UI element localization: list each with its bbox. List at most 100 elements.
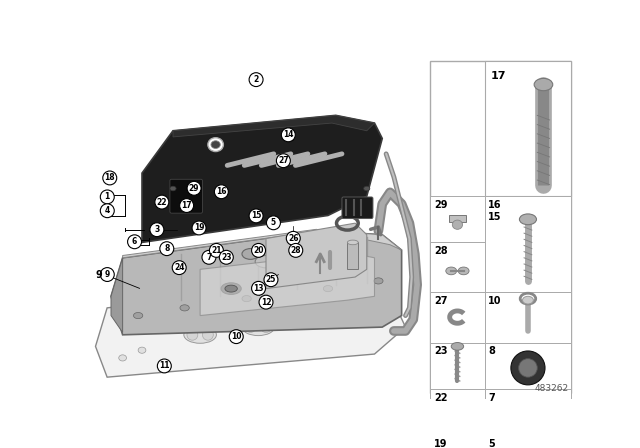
Ellipse shape [242, 319, 275, 336]
Text: 8: 8 [488, 346, 495, 356]
Ellipse shape [255, 255, 277, 268]
Circle shape [276, 154, 291, 168]
Ellipse shape [451, 440, 465, 448]
Ellipse shape [170, 186, 176, 191]
Polygon shape [111, 258, 123, 332]
Ellipse shape [184, 326, 216, 343]
Ellipse shape [208, 138, 223, 151]
Circle shape [259, 295, 273, 309]
Text: 12: 12 [260, 297, 271, 306]
Circle shape [209, 243, 223, 257]
Circle shape [518, 359, 537, 377]
Circle shape [100, 267, 115, 281]
Text: 7: 7 [206, 253, 212, 262]
Ellipse shape [363, 305, 371, 311]
Bar [484, 61, 572, 196]
Circle shape [202, 250, 216, 264]
FancyBboxPatch shape [440, 404, 476, 426]
Ellipse shape [180, 305, 189, 311]
Text: 15: 15 [251, 211, 261, 220]
Text: 3: 3 [154, 225, 159, 234]
Text: 17: 17 [181, 201, 192, 210]
Circle shape [172, 261, 186, 275]
Bar [430, 293, 484, 343]
Ellipse shape [371, 313, 378, 319]
Text: 21: 21 [211, 246, 221, 255]
Polygon shape [142, 116, 382, 242]
Bar [430, 435, 484, 448]
Bar [484, 435, 572, 448]
Circle shape [150, 223, 164, 237]
Circle shape [252, 243, 266, 257]
Text: 2: 2 [253, 75, 259, 84]
Text: 6: 6 [132, 237, 137, 246]
Ellipse shape [260, 322, 271, 332]
Text: 16: 16 [216, 187, 227, 196]
Circle shape [252, 281, 266, 295]
Circle shape [180, 198, 194, 212]
Ellipse shape [221, 283, 241, 294]
Bar [269, 252, 275, 266]
Text: 5: 5 [488, 439, 495, 448]
Ellipse shape [323, 285, 333, 292]
Ellipse shape [138, 347, 146, 353]
Polygon shape [266, 223, 367, 289]
Ellipse shape [348, 240, 358, 245]
Ellipse shape [202, 329, 213, 340]
Ellipse shape [458, 267, 469, 275]
Bar [484, 293, 572, 343]
Text: 17: 17 [491, 71, 506, 81]
Text: 24: 24 [174, 263, 184, 272]
FancyBboxPatch shape [342, 197, 373, 219]
Text: 16
15: 16 15 [488, 200, 502, 222]
Circle shape [286, 231, 300, 245]
Text: 26: 26 [288, 234, 298, 243]
Bar [301, 252, 308, 266]
Text: 8: 8 [164, 244, 170, 253]
Text: 20: 20 [253, 246, 264, 255]
Text: 19: 19 [194, 224, 204, 233]
Polygon shape [449, 215, 466, 222]
Circle shape [157, 359, 172, 373]
Circle shape [220, 250, 234, 264]
Text: 27: 27 [278, 156, 289, 165]
Bar [484, 343, 572, 389]
Circle shape [100, 190, 115, 204]
Circle shape [103, 171, 116, 185]
Ellipse shape [134, 313, 143, 319]
Circle shape [214, 185, 228, 198]
Text: 9: 9 [105, 270, 110, 279]
Circle shape [229, 330, 243, 344]
Polygon shape [95, 277, 406, 377]
Circle shape [155, 195, 169, 209]
Ellipse shape [452, 220, 463, 229]
Text: 28: 28 [434, 246, 448, 256]
Circle shape [187, 181, 201, 195]
Circle shape [249, 209, 263, 223]
Bar [430, 343, 484, 389]
Polygon shape [200, 252, 374, 315]
Text: 29: 29 [189, 184, 199, 193]
Text: 1: 1 [105, 193, 110, 202]
Text: 10: 10 [488, 296, 502, 306]
Text: 483262: 483262 [534, 383, 568, 392]
Ellipse shape [300, 311, 333, 328]
Circle shape [266, 216, 280, 230]
Circle shape [127, 235, 141, 249]
Text: 25: 25 [266, 275, 276, 284]
Ellipse shape [242, 296, 252, 302]
Ellipse shape [187, 329, 198, 340]
Text: 22: 22 [157, 198, 167, 207]
Text: 23: 23 [434, 346, 447, 356]
Bar [430, 196, 484, 242]
Circle shape [160, 242, 174, 256]
Ellipse shape [522, 296, 533, 304]
Ellipse shape [319, 314, 330, 325]
Polygon shape [111, 231, 402, 335]
Ellipse shape [303, 314, 314, 325]
Ellipse shape [245, 322, 256, 332]
Text: 27: 27 [434, 296, 447, 306]
Bar [484, 389, 572, 435]
Text: 28: 28 [291, 246, 301, 255]
Polygon shape [123, 229, 402, 258]
